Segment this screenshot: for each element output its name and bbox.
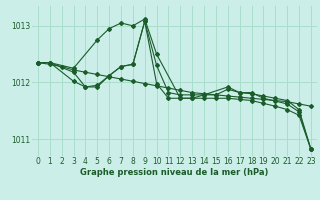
X-axis label: Graphe pression niveau de la mer (hPa): Graphe pression niveau de la mer (hPa) <box>80 168 268 177</box>
